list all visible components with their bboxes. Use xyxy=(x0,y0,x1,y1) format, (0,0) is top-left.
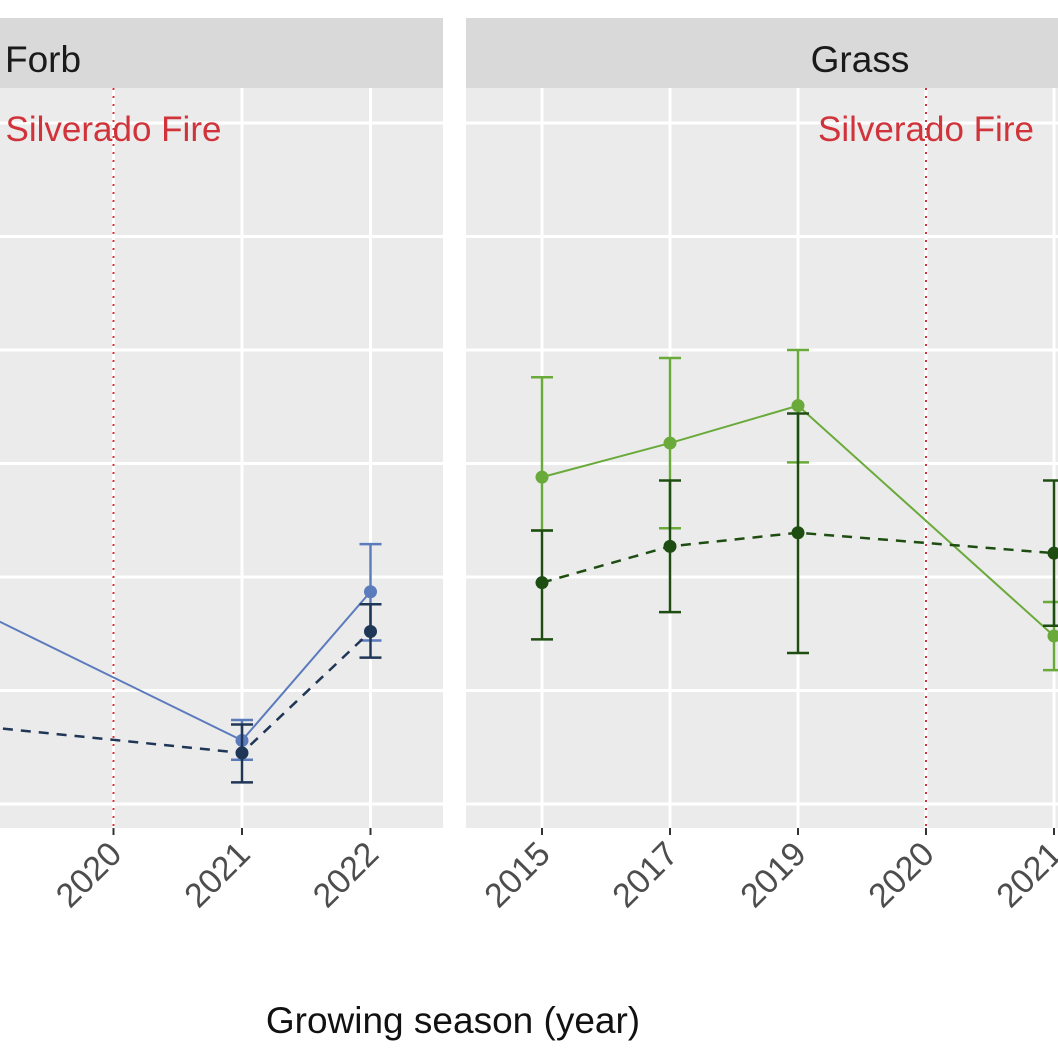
x-tick-label: 2015 xyxy=(477,835,557,915)
panel-background xyxy=(0,88,443,828)
data-point xyxy=(536,471,549,484)
x-tick-label: 2019 xyxy=(0,835,1,915)
panel-forb: Forb 2019 2020 2021 2022 Silverado Fire xyxy=(0,18,443,915)
x-tick-label: 2021 xyxy=(177,835,257,915)
facet-strip xyxy=(466,18,1058,88)
x-tick-label: 2022 xyxy=(306,835,386,915)
data-point xyxy=(364,585,377,598)
data-point xyxy=(364,625,377,638)
x-tick-label: 2020 xyxy=(49,835,129,915)
fire-annotation: Silverado Fire xyxy=(6,110,222,149)
data-point xyxy=(792,526,805,539)
data-point xyxy=(664,540,677,553)
x-tick-label: 2021 xyxy=(989,835,1058,915)
data-point xyxy=(792,399,805,412)
fire-annotation: Silverado Fire xyxy=(818,110,1034,149)
panel-grass: Grass 2015 2017 2019 2020 2021 Silverado Fire xyxy=(466,18,1058,915)
x-axis-title: Growing season (year) xyxy=(266,1000,640,1041)
data-point xyxy=(236,746,249,759)
facet-strip-label: Grass xyxy=(811,39,910,80)
data-point xyxy=(664,437,677,450)
facet-strip-label: Forb xyxy=(5,39,81,80)
data-point xyxy=(536,576,549,589)
x-tick-label: 2019 xyxy=(733,835,813,915)
panel-background xyxy=(466,88,1058,828)
x-tick-label: 2017 xyxy=(605,835,685,915)
x-tick-label: 2020 xyxy=(861,835,941,915)
